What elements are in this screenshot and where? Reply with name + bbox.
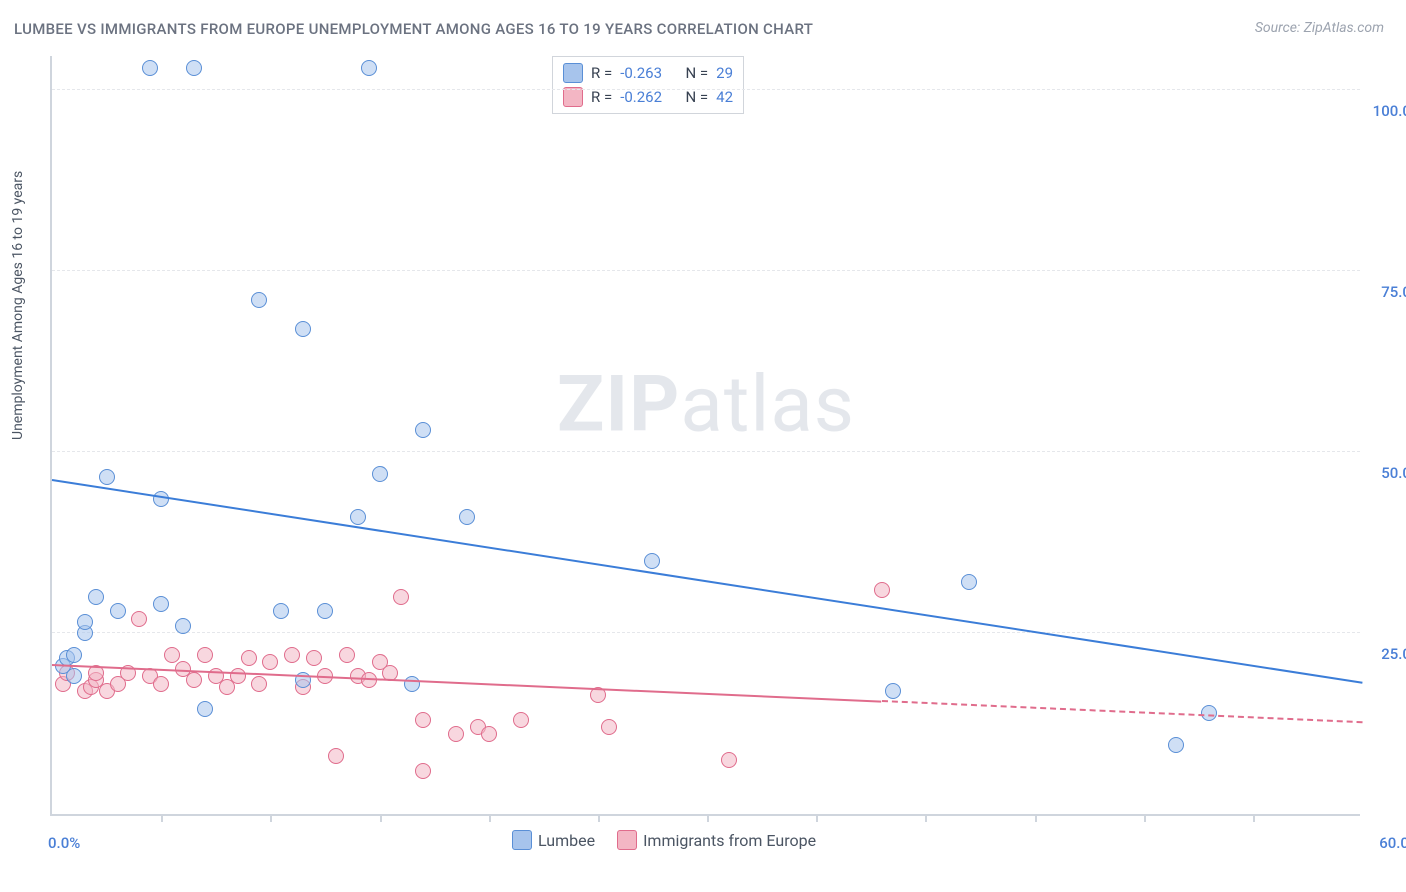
watermark-light: atlas xyxy=(680,359,855,450)
n-label: N = xyxy=(685,64,708,82)
scatter-point xyxy=(721,752,737,768)
r-label: R = xyxy=(591,88,612,106)
y-tick-label: 50.0% xyxy=(1366,464,1406,482)
x-tick-mark xyxy=(925,814,927,822)
y-tick-label: 25.0% xyxy=(1366,645,1406,663)
x-tick-label: 0.0% xyxy=(48,834,80,852)
scatter-point xyxy=(513,712,529,728)
series-legend: Lumbee Immigrants from Europe xyxy=(512,830,816,850)
scatter-point xyxy=(164,647,180,663)
scatter-point xyxy=(262,654,278,670)
scatter-point xyxy=(459,509,475,525)
scatter-point xyxy=(284,647,300,663)
scatter-point xyxy=(295,321,311,337)
scatter-point xyxy=(339,647,355,663)
scatter-point xyxy=(415,763,431,779)
scatter-point xyxy=(241,650,257,666)
scatter-point xyxy=(77,614,93,630)
x-tick-mark xyxy=(1035,814,1037,822)
scatter-point xyxy=(88,589,104,605)
scatter-point xyxy=(644,553,660,569)
scatter-point xyxy=(1168,737,1184,753)
trend-line xyxy=(882,700,1362,723)
europe-swatch-icon xyxy=(617,830,637,850)
scatter-point xyxy=(251,292,267,308)
scatter-point xyxy=(350,509,366,525)
grid-line xyxy=(52,451,1360,452)
scatter-point xyxy=(961,574,977,590)
scatter-point xyxy=(317,603,333,619)
x-tick-mark xyxy=(707,814,709,822)
x-tick-mark xyxy=(1144,814,1146,822)
europe-n-value: 42 xyxy=(716,88,733,106)
lumbee-r-value: -0.263 xyxy=(620,64,662,82)
scatter-point xyxy=(251,676,267,692)
x-tick-mark xyxy=(380,814,382,822)
legend-label: Lumbee xyxy=(538,831,595,850)
legend-label: Immigrants from Europe xyxy=(643,831,816,850)
scatter-point xyxy=(448,726,464,742)
chart-title: LUMBEE VS IMMIGRANTS FROM EUROPE UNEMPLO… xyxy=(14,20,813,38)
scatter-point xyxy=(153,676,169,692)
scatter-point xyxy=(142,60,158,76)
scatter-point xyxy=(186,60,202,76)
scatter-point xyxy=(361,60,377,76)
watermark: ZIPatlas xyxy=(557,359,855,450)
scatter-point xyxy=(273,603,289,619)
scatter-point xyxy=(131,611,147,627)
scatter-point xyxy=(66,668,82,684)
scatter-point xyxy=(481,726,497,742)
y-axis-label: Unemployment Among Ages 16 to 19 years xyxy=(10,171,26,440)
scatter-point xyxy=(885,683,901,699)
y-tick-label: 100.0% xyxy=(1366,102,1406,120)
x-tick-mark xyxy=(598,814,600,822)
grid-line xyxy=(52,270,1360,271)
lumbee-swatch-icon xyxy=(512,830,532,850)
grid-line xyxy=(52,632,1360,633)
x-tick-mark xyxy=(270,814,272,822)
scatter-point xyxy=(110,603,126,619)
scatter-point xyxy=(415,422,431,438)
trend-line xyxy=(52,664,882,703)
plot-area: ZIPatlas R = -0.263 N = 29 R = -0.262 N … xyxy=(50,56,1360,816)
scatter-point xyxy=(404,676,420,692)
legend-item-europe: Immigrants from Europe xyxy=(617,830,816,850)
scatter-point xyxy=(66,647,82,663)
grid-line xyxy=(52,89,1360,90)
scatter-point xyxy=(175,618,191,634)
scatter-point xyxy=(372,466,388,482)
legend-row-lumbee: R = -0.263 N = 29 xyxy=(563,61,733,85)
x-tick-mark xyxy=(816,814,818,822)
legend-item-lumbee: Lumbee xyxy=(512,830,595,850)
x-tick-label: 60.0% xyxy=(1379,834,1406,852)
lumbee-n-value: 29 xyxy=(716,64,733,82)
europe-r-value: -0.262 xyxy=(620,88,662,106)
x-tick-mark xyxy=(1253,814,1255,822)
y-tick-label: 75.0% xyxy=(1366,283,1406,301)
x-tick-mark xyxy=(161,814,163,822)
scatter-point xyxy=(393,589,409,605)
lumbee-swatch-icon xyxy=(563,63,583,83)
scatter-point xyxy=(197,701,213,717)
scatter-point xyxy=(328,748,344,764)
watermark-bold: ZIP xyxy=(557,359,680,450)
scatter-point xyxy=(99,469,115,485)
correlation-legend: R = -0.263 N = 29 R = -0.262 N = 42 xyxy=(552,56,744,114)
n-label: N = xyxy=(685,88,708,106)
scatter-point xyxy=(601,719,617,735)
scatter-point xyxy=(197,647,213,663)
source-label: Source: ZipAtlas.com xyxy=(1255,20,1384,36)
x-tick-mark xyxy=(489,814,491,822)
scatter-point xyxy=(306,650,322,666)
scatter-point xyxy=(230,668,246,684)
scatter-point xyxy=(153,491,169,507)
scatter-point xyxy=(186,672,202,688)
r-label: R = xyxy=(591,64,612,82)
scatter-point xyxy=(415,712,431,728)
scatter-point xyxy=(1201,705,1217,721)
scatter-point xyxy=(874,582,890,598)
scatter-point xyxy=(153,596,169,612)
